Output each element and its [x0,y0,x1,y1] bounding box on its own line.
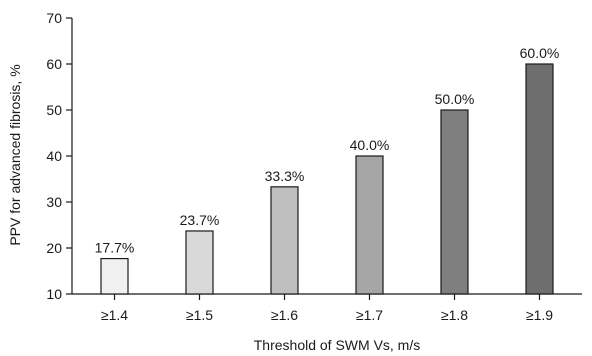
bar [525,63,554,295]
x-tick-label: ≥1.8 [441,307,468,323]
bar [270,186,299,295]
y-tick-label: 50 [46,102,62,118]
bar [440,109,469,295]
y-tick-label: 10 [46,286,62,302]
data-label: 40.0% [350,137,390,153]
y-tick-label: 40 [46,148,62,164]
bar [185,230,214,295]
bar [100,257,129,295]
data-label: 17.7% [95,240,135,256]
x-tick-label: ≥1.6 [271,307,298,323]
x-axis-title: Threshold of SWM Vs, m/s [254,337,420,353]
data-label: 60.0% [520,45,560,61]
plot-area: 10 20 30 40 50 60 70 17.7% ≥1.4 23.7% ≥1.5 33.3% ≥1.… [46,10,582,323]
y-tick-label: 60 [46,56,62,72]
y-tick-label: 30 [46,194,62,210]
data-label: 33.3% [265,168,305,184]
x-tick-label: ≥1.5 [186,307,213,323]
bar [355,155,384,295]
x-tick-label: ≥1.7 [356,307,383,323]
data-label: 23.7% [180,212,220,228]
y-axis-title: PPV for advanced fibrosis, % [7,64,23,245]
data-label: 50.0% [435,91,475,107]
x-tick-label: ≥1.9 [526,307,553,323]
x-tick-label: ≥1.4 [101,307,128,323]
y-tick-label: 70 [46,10,62,26]
y-tick-label: 20 [46,240,62,256]
